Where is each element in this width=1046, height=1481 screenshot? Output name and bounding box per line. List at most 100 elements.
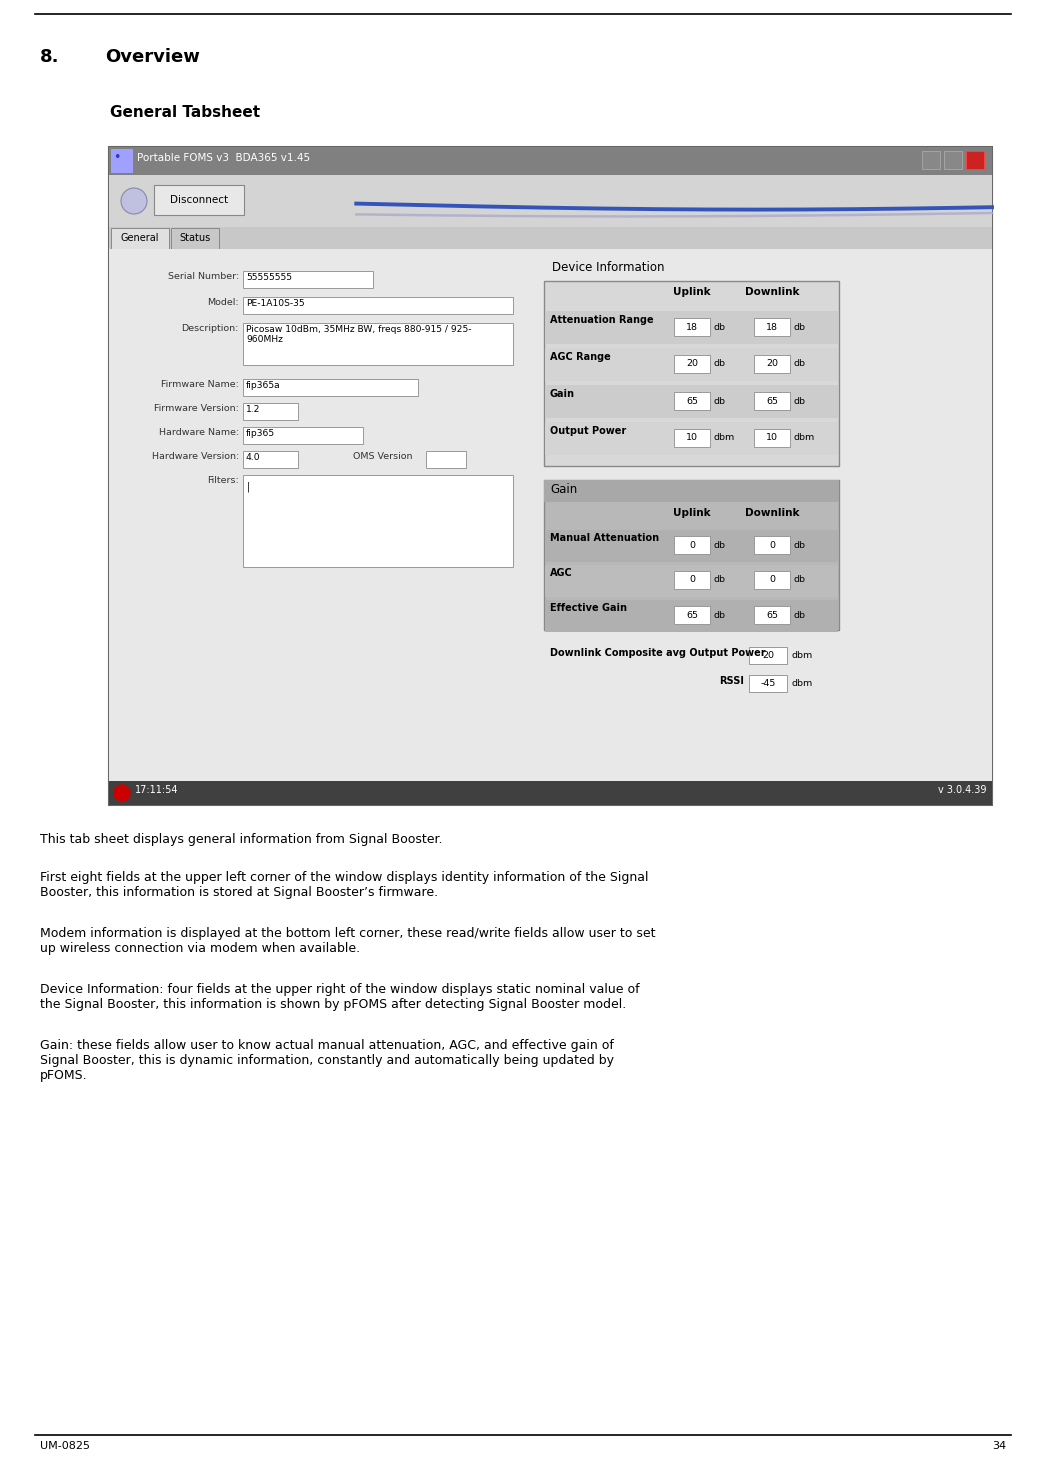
Bar (545, 530, 838, 561)
Text: db: db (714, 610, 726, 619)
Text: 1.2: 1.2 (246, 404, 260, 415)
Text: Downlink: Downlink (745, 287, 799, 298)
Text: 65: 65 (686, 610, 698, 619)
Text: Uplink: Uplink (674, 508, 711, 518)
Text: 34: 34 (992, 1441, 1006, 1451)
Text: db: db (794, 541, 806, 549)
Text: dbm: dbm (714, 434, 735, 443)
Text: dbm: dbm (791, 650, 813, 659)
Text: fip365: fip365 (246, 429, 275, 438)
Text: 0: 0 (769, 576, 775, 585)
Text: db: db (714, 576, 726, 585)
Text: Gain: these fields allow user to know actual manual attenuation, AGC, and effect: Gain: these fields allow user to know ac… (40, 1040, 614, 1083)
Text: Output Power: Output Power (550, 427, 627, 435)
Text: Disconnect: Disconnect (169, 195, 228, 204)
Bar (426, 452, 467, 468)
Text: This tab sheet displays general information from Signal Booster.: This tab sheet displays general informat… (40, 832, 442, 846)
Text: AGC: AGC (550, 569, 573, 578)
Bar (674, 318, 710, 336)
Bar (544, 480, 839, 502)
Bar (749, 675, 787, 692)
Text: -45: -45 (760, 678, 776, 687)
Bar (109, 227, 992, 249)
Text: 20: 20 (686, 360, 698, 369)
Text: Attenuation Range: Attenuation Range (550, 315, 654, 324)
Text: dbm: dbm (791, 678, 813, 687)
Bar (109, 147, 992, 806)
Text: Uplink: Uplink (674, 287, 711, 298)
Text: db: db (794, 576, 806, 585)
Bar (109, 175, 992, 227)
Bar (545, 564, 838, 597)
Bar (967, 151, 984, 169)
Bar (243, 298, 513, 314)
Text: Hardware Name:: Hardware Name: (159, 428, 238, 437)
Bar (154, 185, 244, 215)
Text: 20: 20 (766, 360, 778, 369)
Text: fip365a: fip365a (246, 381, 280, 390)
Text: Downlink Composite avg Output Power: Downlink Composite avg Output Power (550, 649, 766, 658)
Bar (754, 572, 790, 589)
Bar (170, 228, 219, 249)
Text: 17:11:54: 17:11:54 (135, 785, 179, 795)
Bar (544, 281, 839, 467)
Bar (243, 379, 418, 395)
Text: Picosaw 10dBm, 35MHz BW, freqs 880-915 / 925-
960MHz: Picosaw 10dBm, 35MHz BW, freqs 880-915 /… (246, 324, 472, 345)
Text: Downlink: Downlink (745, 508, 799, 518)
Bar (544, 480, 839, 629)
Text: AGC Range: AGC Range (550, 352, 611, 361)
Text: Portable FOMS v3  BDA365 v1.45: Portable FOMS v3 BDA365 v1.45 (137, 153, 310, 163)
Text: Modem information is displayed at the bottom left corner, these read/write field: Modem information is displayed at the bo… (40, 927, 656, 955)
Text: •: • (113, 151, 120, 164)
Text: db: db (714, 360, 726, 369)
Text: db: db (794, 360, 806, 369)
Bar (674, 572, 710, 589)
Text: Device Information: four fields at the upper right of the window displays static: Device Information: four fields at the u… (40, 983, 639, 1012)
Bar (243, 452, 298, 468)
Text: 65: 65 (766, 610, 778, 619)
Text: Model:: Model: (207, 298, 238, 307)
Text: 8.: 8. (40, 47, 60, 67)
Bar (674, 606, 710, 624)
Text: 18: 18 (686, 323, 698, 332)
Text: db: db (794, 323, 806, 332)
Bar (943, 151, 962, 169)
Bar (674, 355, 710, 373)
Text: Overview: Overview (105, 47, 200, 67)
Circle shape (120, 187, 147, 215)
Text: Effective Gain: Effective Gain (550, 603, 627, 613)
Text: db: db (714, 397, 726, 406)
Bar (749, 647, 787, 663)
Text: 0: 0 (769, 541, 775, 549)
Bar (109, 780, 992, 806)
Bar (754, 355, 790, 373)
Text: OMS Version: OMS Version (353, 452, 412, 461)
Bar (754, 429, 790, 447)
Text: Firmware Name:: Firmware Name: (161, 381, 238, 390)
Text: |: | (247, 481, 250, 492)
Text: db: db (714, 541, 726, 549)
Bar (109, 147, 992, 175)
Text: RSSI: RSSI (719, 675, 744, 686)
Bar (243, 475, 513, 567)
Text: Device Information: Device Information (552, 261, 664, 274)
Bar (545, 348, 838, 381)
Bar (922, 151, 940, 169)
Bar (754, 392, 790, 410)
Text: Hardware Version:: Hardware Version: (152, 452, 238, 461)
Bar (109, 249, 992, 780)
Bar (111, 150, 133, 173)
Text: 55555555: 55555555 (246, 273, 292, 281)
Text: Firmware Version:: Firmware Version: (154, 404, 238, 413)
Bar (545, 385, 838, 418)
Text: db: db (794, 397, 806, 406)
Text: 4.0: 4.0 (246, 453, 260, 462)
Text: Filters:: Filters: (207, 475, 238, 484)
Text: 65: 65 (686, 397, 698, 406)
Bar (674, 536, 710, 554)
Bar (243, 403, 298, 421)
Bar (754, 536, 790, 554)
Bar (243, 323, 513, 364)
Bar (545, 422, 838, 455)
Bar (545, 311, 838, 344)
